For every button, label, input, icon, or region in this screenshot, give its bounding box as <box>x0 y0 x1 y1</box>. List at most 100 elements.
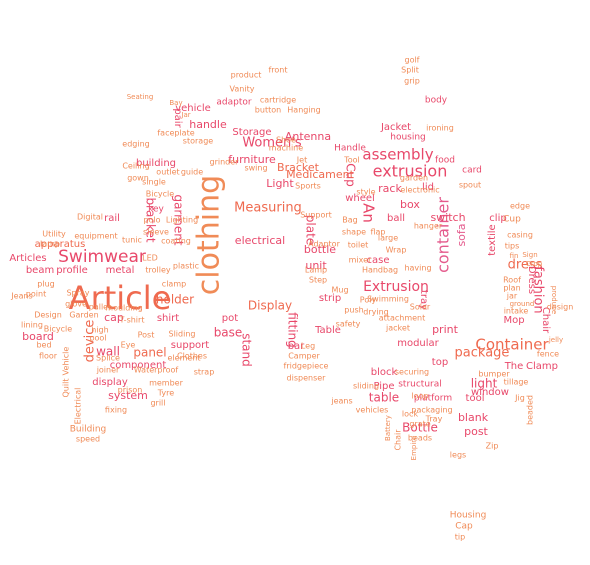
cloud-word: Chair <box>540 307 551 334</box>
cloud-word: electronic <box>400 186 439 195</box>
cloud-word: window <box>471 387 509 398</box>
cloud-word: panel <box>133 346 166 360</box>
cloud-word: wheel <box>345 193 375 204</box>
cloud-word: Adaptor <box>308 240 340 249</box>
cloud-word: speed <box>76 435 100 444</box>
cloud-word: Leg <box>301 342 315 351</box>
cloud-word: bracket <box>144 197 158 242</box>
cloud-word: tillage <box>504 378 529 387</box>
cloud-word: Tray <box>425 415 443 424</box>
cloud-word: switch <box>430 211 465 224</box>
cloud-word: bumper <box>478 370 510 379</box>
cloud-word: outlet <box>156 168 179 177</box>
cloud-word: pair <box>172 108 183 128</box>
cloud-word: top <box>432 357 448 368</box>
cloud-word: housing <box>390 133 426 143</box>
cloud-word: cartridge <box>260 96 296 105</box>
cloud-word: Jar <box>180 111 190 119</box>
cloud-word: Housing <box>450 511 487 521</box>
cloud-word: tunic <box>122 236 142 245</box>
cloud-word: Swimming <box>367 295 409 304</box>
cloud-word: Tool <box>343 156 360 165</box>
cloud-word: metal <box>106 265 135 276</box>
cloud-word: Sign <box>522 251 537 259</box>
cloud-word: plastic <box>173 262 199 271</box>
cloud-word: Seating <box>127 93 154 101</box>
cloud-word: post <box>464 425 488 438</box>
cloud-word: fridgepiece <box>284 362 329 371</box>
cloud-word: Garden <box>69 311 98 320</box>
cloud-word: jelly <box>548 336 563 344</box>
cloud-word: Swimwear <box>58 247 146 267</box>
cloud-word: building <box>136 158 176 169</box>
cloud-word: spout <box>459 181 481 190</box>
cloud-word: loop <box>411 392 428 401</box>
cloud-word: electrical <box>235 234 285 247</box>
cloud-word: prison <box>118 386 143 395</box>
cloud-word: faceplate <box>157 129 194 138</box>
cloud-word: design <box>547 303 574 312</box>
cloud-word: drying <box>363 308 388 317</box>
cloud-word: Roof <box>503 276 521 285</box>
cloud-word: jacket <box>385 324 410 333</box>
cloud-word: Medicament <box>286 168 355 181</box>
cloud-word: box <box>400 198 420 211</box>
cloud-word: Handbag <box>362 266 398 275</box>
cloud-word: fashion <box>531 266 546 313</box>
cloud-word: grate <box>409 420 430 429</box>
cloud-word: Step <box>309 276 327 285</box>
cloud-word: large <box>378 234 398 243</box>
cloud-word: Table <box>314 325 341 336</box>
cloud-word: mixer <box>349 256 372 265</box>
cloud-word: sliding <box>353 382 379 391</box>
cloud-word: packaging <box>411 406 452 415</box>
cloud-word: Battery <box>384 415 392 441</box>
cloud-word: style <box>356 188 375 197</box>
cloud-word: Spray <box>66 289 89 298</box>
cloud-word: tip <box>455 533 465 542</box>
cloud-word: The <box>504 361 524 372</box>
cloud-word: Split <box>401 66 419 75</box>
cloud-word: Zip <box>486 442 499 451</box>
cloud-word: strip <box>319 293 341 304</box>
cloud-word: grill <box>150 399 165 408</box>
cloud-word: single <box>142 178 166 187</box>
cloud-word: shirt <box>157 313 179 324</box>
cloud-word: Vehicle <box>62 347 71 376</box>
cloud-word: extrusion <box>373 162 448 181</box>
cloud-word: polo <box>143 216 160 225</box>
cloud-word: block <box>371 367 398 378</box>
cloud-word: Ceiling <box>122 162 149 171</box>
cloud-word: rack <box>378 182 402 195</box>
cloud-word: support <box>171 340 209 351</box>
cloud-word: machine <box>269 144 303 153</box>
cloud-word: attachment <box>379 314 425 323</box>
cloud-word: modular <box>397 338 439 349</box>
cloud-word: clamp <box>162 280 186 289</box>
cloud-word: rail <box>104 213 120 224</box>
cloud-word: swing <box>244 164 267 173</box>
cloud-word: coating <box>161 237 191 246</box>
cloud-word: Splice <box>96 354 120 363</box>
cloud-word: Jacket <box>380 122 411 133</box>
cloud-word: Solar <box>410 303 431 312</box>
cloud-word: Bracket <box>277 161 320 174</box>
cloud-word: ball <box>387 213 405 224</box>
cloud-word: adaptor <box>216 98 251 108</box>
cloud-word: pool <box>89 334 106 343</box>
cloud-word: Mop <box>503 315 524 326</box>
cloud-word: wall <box>96 345 120 359</box>
cloud-word: Bag <box>342 216 357 225</box>
cloud-word: Bicycle <box>44 325 72 334</box>
cloud-word: Article <box>69 279 172 317</box>
cloud-word: case <box>367 255 390 266</box>
cloud-word: bed <box>36 341 51 350</box>
cloud-word: Vanity <box>230 85 255 94</box>
cloud-word: element <box>168 354 201 363</box>
cloud-word: point <box>26 290 46 299</box>
cloud-word: Waterproof <box>134 366 179 375</box>
cloud-word: base <box>214 326 243 340</box>
cloud-word: plate <box>304 215 318 245</box>
cloud-word: pallet <box>89 303 111 312</box>
cloud-word: safety <box>336 320 361 329</box>
